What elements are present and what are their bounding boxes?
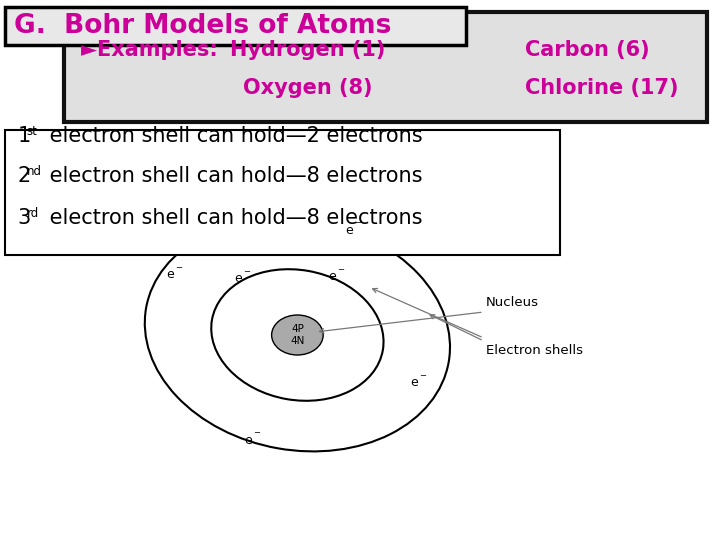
Text: rd: rd — [27, 207, 39, 220]
Text: e: e — [328, 271, 336, 284]
FancyBboxPatch shape — [64, 12, 707, 122]
Text: electron shell can hold—8 electrons: electron shell can hold—8 electrons — [42, 166, 422, 186]
Text: 4P
4N: 4P 4N — [290, 324, 305, 346]
Text: Hydrogen (1): Hydrogen (1) — [230, 40, 385, 60]
Text: Oxygen (8): Oxygen (8) — [243, 78, 372, 98]
Ellipse shape — [271, 315, 323, 355]
FancyBboxPatch shape — [5, 130, 560, 255]
Text: −: − — [419, 371, 426, 380]
Text: e: e — [244, 434, 252, 447]
Text: Carbon (6): Carbon (6) — [526, 40, 650, 60]
Text: −: − — [337, 265, 344, 274]
Text: e: e — [345, 224, 353, 237]
Text: −: − — [243, 267, 250, 276]
Text: −: − — [176, 263, 182, 272]
Text: G.  Bohr Models of Atoms: G. Bohr Models of Atoms — [14, 13, 391, 39]
FancyBboxPatch shape — [5, 7, 466, 45]
Text: e: e — [234, 273, 242, 286]
Text: Electron shells: Electron shells — [486, 343, 582, 356]
Text: 3: 3 — [18, 208, 31, 228]
Text: e: e — [410, 376, 418, 389]
Text: Chlorine (17): Chlorine (17) — [526, 78, 679, 98]
Text: 2: 2 — [18, 166, 31, 186]
Text: nd: nd — [27, 165, 42, 178]
Text: Nucleus: Nucleus — [486, 296, 539, 309]
Text: −: − — [253, 428, 260, 437]
Text: ►Examples:: ►Examples: — [81, 40, 225, 60]
Text: e: e — [166, 268, 174, 281]
Text: 1: 1 — [18, 126, 31, 146]
Text: electron shell can hold—2 electrons: electron shell can hold—2 electrons — [42, 126, 422, 146]
Text: electron shell can hold—8 electrons: electron shell can hold—8 electrons — [42, 208, 422, 228]
Text: −: − — [354, 218, 361, 227]
Text: st: st — [27, 125, 37, 138]
